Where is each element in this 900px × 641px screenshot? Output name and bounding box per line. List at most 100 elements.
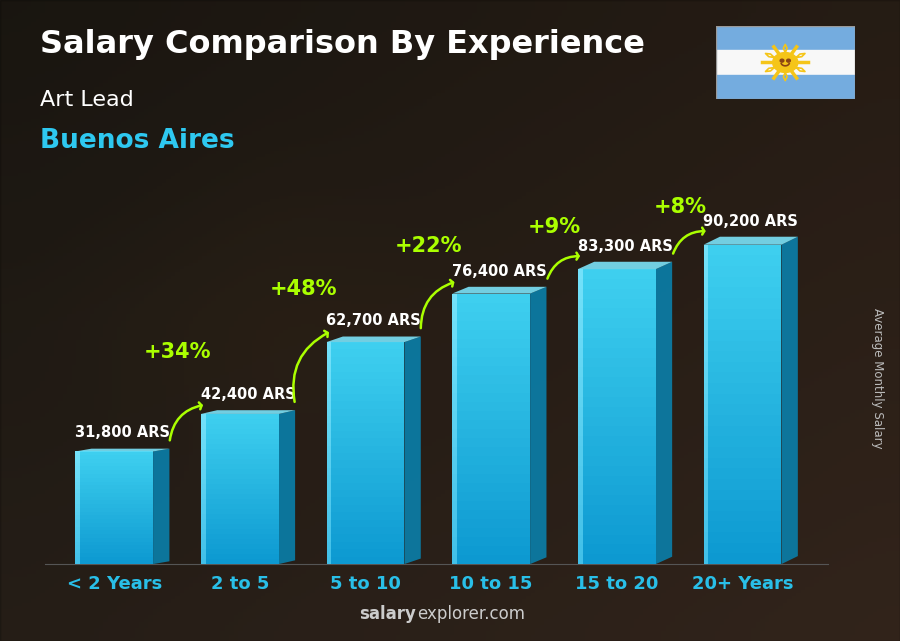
Bar (578, 515, 582, 525)
Bar (76, 481, 153, 485)
Bar (704, 351, 708, 362)
Bar (578, 378, 582, 387)
Bar (578, 308, 582, 319)
Bar (716, 75, 855, 99)
Bar (452, 510, 530, 519)
Bar (578, 544, 656, 554)
Bar (201, 414, 205, 419)
Bar (327, 431, 404, 438)
Bar (76, 504, 80, 508)
Bar (452, 303, 457, 312)
Bar (201, 464, 279, 469)
Bar (578, 289, 656, 299)
Bar (704, 245, 781, 255)
Bar (327, 394, 404, 401)
Bar (327, 490, 331, 497)
Bar (578, 485, 582, 495)
Bar (704, 415, 708, 426)
Bar (452, 501, 457, 510)
Bar (76, 451, 80, 455)
Bar (452, 329, 530, 338)
Bar (76, 485, 80, 489)
Polygon shape (76, 449, 169, 451)
Bar (76, 553, 153, 556)
Bar (201, 459, 279, 464)
Bar (578, 476, 582, 485)
Bar (452, 438, 530, 447)
Bar (704, 372, 708, 383)
Bar (704, 340, 781, 351)
Bar (201, 544, 279, 549)
Bar (704, 362, 781, 372)
Bar (578, 299, 582, 308)
Text: 76,400 ARS: 76,400 ARS (452, 263, 546, 279)
Bar (452, 528, 457, 537)
Bar (704, 479, 708, 490)
Bar (452, 474, 457, 483)
Bar (327, 364, 331, 372)
Bar (704, 308, 708, 319)
Bar (201, 469, 279, 474)
Bar (452, 402, 457, 411)
Bar (578, 407, 656, 417)
Circle shape (778, 56, 793, 69)
Bar (201, 439, 279, 444)
Bar (578, 397, 582, 407)
Bar (327, 453, 331, 460)
Bar (578, 299, 656, 308)
Bar (201, 509, 279, 514)
Bar (704, 383, 781, 394)
Bar (201, 494, 279, 499)
Bar (452, 356, 530, 366)
Bar (327, 394, 331, 401)
Text: salary: salary (359, 605, 416, 623)
Bar (704, 245, 708, 255)
Bar (76, 459, 80, 463)
Text: +48%: +48% (269, 279, 337, 299)
Bar (704, 553, 781, 564)
Bar (201, 419, 279, 424)
Bar (201, 554, 279, 559)
Circle shape (787, 59, 790, 62)
Bar (327, 475, 404, 483)
Bar (452, 294, 457, 303)
Bar (704, 426, 781, 437)
Bar (327, 549, 404, 556)
Bar (716, 50, 855, 75)
Text: +34%: +34% (144, 342, 212, 362)
Bar (578, 279, 656, 289)
Bar (704, 383, 708, 394)
Bar (452, 429, 457, 438)
Bar (201, 559, 205, 564)
Bar (578, 554, 582, 564)
Bar (327, 424, 331, 431)
Bar (452, 474, 530, 483)
Bar (76, 485, 153, 489)
Bar (327, 342, 404, 349)
Bar (704, 394, 781, 404)
Text: explorer.com: explorer.com (417, 605, 525, 623)
Bar (327, 490, 404, 497)
Bar (578, 319, 582, 328)
Bar (76, 508, 80, 512)
Bar (76, 500, 80, 504)
Bar (704, 469, 781, 479)
Bar (452, 320, 457, 329)
Bar (76, 538, 153, 542)
Bar (76, 515, 153, 519)
Bar (704, 458, 708, 469)
Bar (578, 525, 582, 535)
Bar (452, 312, 530, 320)
Bar (704, 458, 781, 469)
Bar (578, 446, 582, 456)
Bar (327, 520, 404, 527)
Bar (704, 340, 708, 351)
Bar (327, 438, 331, 445)
Bar (452, 411, 457, 420)
Bar (704, 490, 781, 500)
Bar (76, 493, 153, 497)
Bar (76, 504, 153, 508)
Bar (452, 555, 457, 564)
Bar (704, 308, 781, 319)
Bar (201, 549, 279, 554)
